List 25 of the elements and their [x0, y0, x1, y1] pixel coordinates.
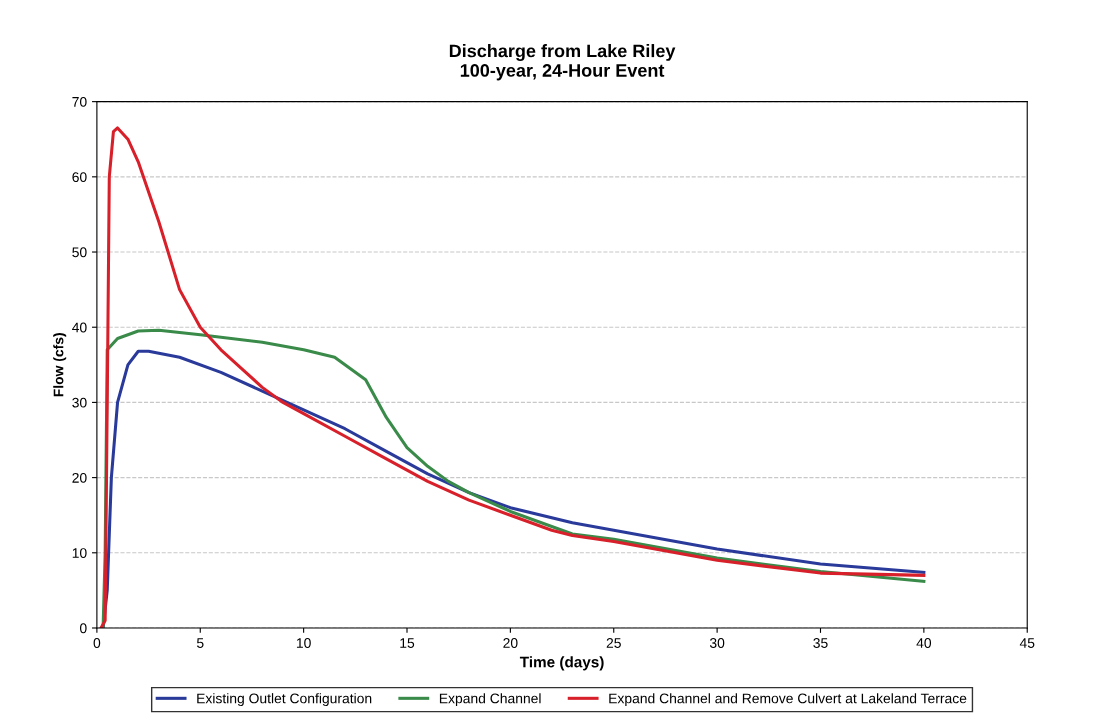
x-tick-label: 45 — [1019, 638, 1035, 648]
x-tick-label: 5 — [196, 638, 204, 648]
legend-label: Expand Channel and Remove Culvert at Lakeland Terrace — [609, 693, 967, 707]
x-tick-label: 40 — [916, 638, 932, 648]
x-tick-label: 30 — [709, 638, 725, 648]
y-tick-label: 30 — [72, 397, 87, 408]
y-tick-label: 40 — [72, 322, 87, 333]
x-axis-title: Time (days) — [519, 656, 604, 671]
y-tick-label: 20 — [72, 472, 87, 483]
x-tick-label: 0 — [93, 638, 101, 648]
x-tick-label: 35 — [813, 638, 828, 648]
x-tick-label: 20 — [503, 638, 518, 648]
legend-label: Expand Channel — [439, 693, 541, 707]
y-tick-label: 60 — [72, 172, 87, 182]
line-series — [99, 126, 926, 628]
x-tick-label: 25 — [606, 638, 621, 648]
y-tick-label: 10 — [72, 548, 87, 558]
y-axis-title: Flow (cfs) — [53, 333, 67, 397]
legend-label: Existing Outlet Configuration — [197, 693, 372, 707]
y-tick-label: 50 — [72, 247, 87, 258]
x-tick-label: 10 — [296, 638, 311, 648]
y-tick-label: 70 — [72, 96, 87, 107]
y-tick-label: 0 — [79, 623, 87, 634]
x-tick-label: 15 — [400, 638, 415, 648]
chart-title: Discharge from Lake Riley 100-year, 24-Hour Event — [449, 44, 676, 81]
